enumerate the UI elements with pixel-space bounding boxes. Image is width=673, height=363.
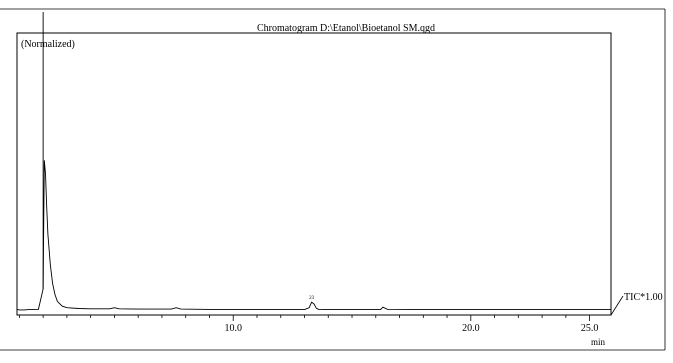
peak-label: 23 <box>309 296 315 301</box>
series-group <box>16 12 611 311</box>
plot-area-frame <box>16 32 612 316</box>
x-tick-label: 10.0 <box>224 323 242 334</box>
series-line <box>16 160 611 311</box>
x-axis-unit-label: min <box>591 337 606 347</box>
series-label: TIC*1.00 <box>624 292 663 303</box>
chart-title: Chromatogram D:\Etanol\Bioetanol SM.qgd <box>257 23 435 34</box>
y-axis-label: (Normalized) <box>21 39 75 50</box>
series-label-leader <box>610 295 624 316</box>
x-axis-ticks: 10.0 20.0 25.0 <box>18 315 599 334</box>
x-tick-label: 25.0 <box>581 323 599 334</box>
x-tick-label: 20.0 <box>462 323 480 334</box>
